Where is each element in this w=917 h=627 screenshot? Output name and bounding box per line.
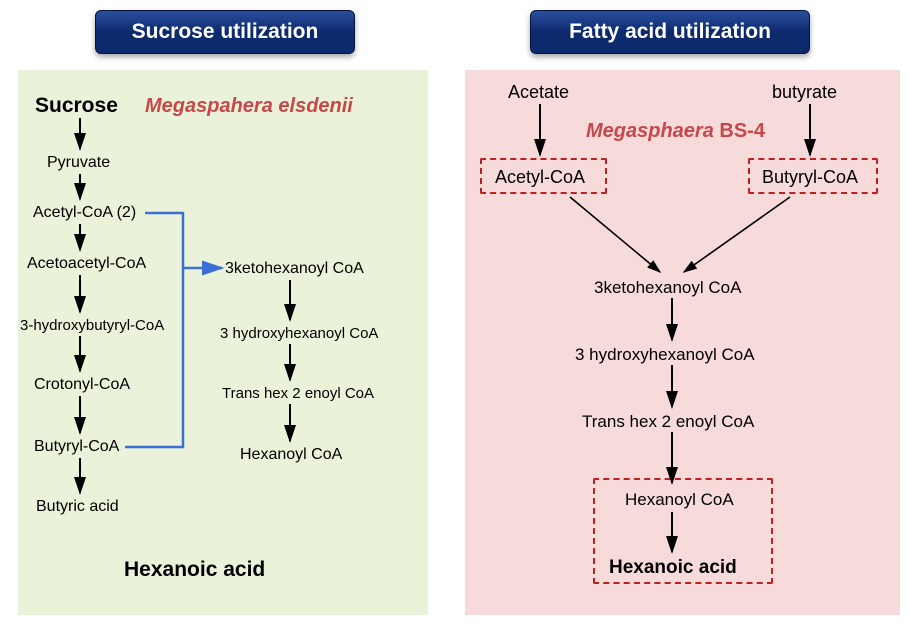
node-acetyl-coa: Acetyl-CoA (2) [33,204,136,222]
left-header: Sucrose utilization [95,10,355,54]
node-3hydroxybutyryl: 3-hydroxybutyryl-CoA [20,317,164,334]
node-butyrate: butyrate [772,82,837,103]
dashed-butyryl-coa [748,158,878,194]
left-organism: Megaspahera elsdenii [145,95,353,118]
node-sucrose: Sucrose [35,94,118,118]
node-3hydroxyhexanoyl-right: 3 hydroxyhexanoyl CoA [575,345,755,365]
node-hexanoic-acid-left: Hexanoic acid [124,558,265,582]
node-crotonyl: Crotonyl-CoA [34,376,130,394]
node-transhex-right: Trans hex 2 enoyl CoA [582,412,754,432]
node-3ketohexanoyl-left: 3ketohexanoyl CoA [225,260,364,278]
right-header: Fatty acid utilization [530,10,810,54]
left-panel-bg [18,70,428,615]
dashed-hexanoic [593,478,773,584]
node-acetate: Acetate [508,82,569,103]
node-acetoacetyl: Acetoacetyl-CoA [27,255,146,273]
node-hexanoyl-coa-left: Hexanoyl CoA [240,446,342,464]
node-pyruvate: Pyruvate [47,154,110,172]
node-transhex-left: Trans hex 2 enoyl CoA [222,385,374,402]
node-butyric-acid: Butyric acid [36,498,119,516]
right-organism: Megasphaera BS-4 [586,120,765,143]
dashed-acetyl-coa [480,158,607,194]
node-3ketohexanoyl-right: 3ketohexanoyl CoA [594,278,741,298]
node-3hydroxyhexanoyl-left: 3 hydroxyhexanoyl CoA [220,325,378,342]
node-butyryl: Butyryl-CoA [34,438,119,456]
